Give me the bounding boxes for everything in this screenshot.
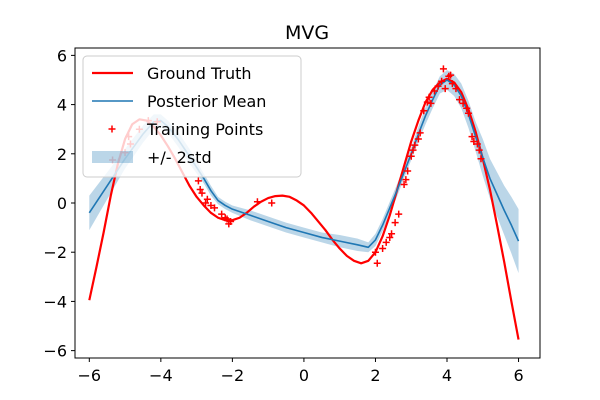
x-tick-label: 0 — [299, 366, 309, 385]
training-point — [468, 133, 476, 141]
y-tick-label: 2 — [57, 145, 67, 164]
chart-title: MVG — [285, 22, 329, 44]
legend-swatch-band — [92, 151, 133, 163]
x-tick-label: 6 — [513, 366, 523, 385]
training-point — [414, 135, 422, 143]
y-tick-label: −6 — [43, 342, 67, 361]
training-point — [409, 146, 417, 154]
legend: Ground Truth Posterior Mean Training Point… — [82, 55, 302, 178]
legend-label: +/- 2std — [147, 148, 212, 167]
training-point — [268, 199, 276, 207]
training-point — [438, 77, 446, 85]
training-point — [473, 140, 481, 148]
x-tick-label: −2 — [221, 366, 245, 385]
training-point — [470, 137, 478, 145]
training-point — [218, 210, 226, 218]
training-point — [411, 141, 419, 149]
y-tick-label: −2 — [43, 243, 67, 262]
training-point — [382, 238, 390, 246]
training-point — [425, 93, 433, 101]
training-point — [202, 199, 210, 207]
training-point — [371, 248, 379, 256]
training-point — [420, 107, 428, 115]
training-point — [456, 96, 464, 104]
x-axis: −6 −4 −2 0 2 4 6 — [78, 358, 524, 385]
y-tick-label: 0 — [57, 194, 67, 213]
training-point — [194, 177, 202, 185]
y-tick-label: 4 — [57, 96, 67, 115]
x-tick-label: 4 — [442, 366, 452, 385]
training-point — [388, 230, 396, 238]
training-point — [391, 219, 399, 227]
training-point — [253, 198, 261, 206]
x-tick-label: −4 — [149, 366, 173, 385]
legend-label: Posterior Mean — [147, 92, 266, 111]
training-point — [203, 195, 211, 203]
legend-label: Training Points — [146, 120, 263, 139]
training-point — [379, 245, 387, 253]
legend-label: Ground Truth — [147, 64, 252, 83]
training-point — [207, 201, 215, 209]
legend-frame — [82, 55, 302, 178]
training-point — [427, 99, 435, 107]
training-point — [407, 152, 415, 160]
training-point — [196, 185, 204, 193]
training-point — [198, 189, 206, 197]
training-point — [402, 176, 410, 184]
training-point — [404, 167, 412, 175]
training-point — [477, 155, 485, 163]
training-point — [463, 104, 471, 112]
training-point — [211, 204, 218, 212]
training-point — [223, 215, 231, 223]
training-point — [430, 87, 438, 95]
training-point — [395, 210, 403, 218]
training-point — [423, 98, 431, 106]
training-point — [439, 65, 447, 73]
training-point — [434, 82, 442, 90]
legend-swatch-marker — [108, 125, 116, 133]
x-tick-label: 2 — [370, 366, 380, 385]
training-point — [400, 181, 408, 189]
training-point — [448, 80, 456, 88]
training-point — [475, 146, 483, 154]
training-point — [447, 71, 455, 79]
x-tick-label: −6 — [78, 366, 102, 385]
training-point — [464, 109, 472, 117]
y-tick-label: −4 — [43, 292, 67, 311]
training-point — [459, 99, 467, 107]
training-point — [452, 85, 460, 93]
y-tick-label: 6 — [57, 46, 67, 65]
y-axis: −6 −4 −2 0 2 4 6 — [43, 46, 75, 361]
training-point — [441, 85, 449, 93]
training-point — [227, 217, 235, 225]
training-point — [416, 129, 424, 137]
training-point — [373, 259, 381, 267]
training-point — [386, 233, 394, 241]
